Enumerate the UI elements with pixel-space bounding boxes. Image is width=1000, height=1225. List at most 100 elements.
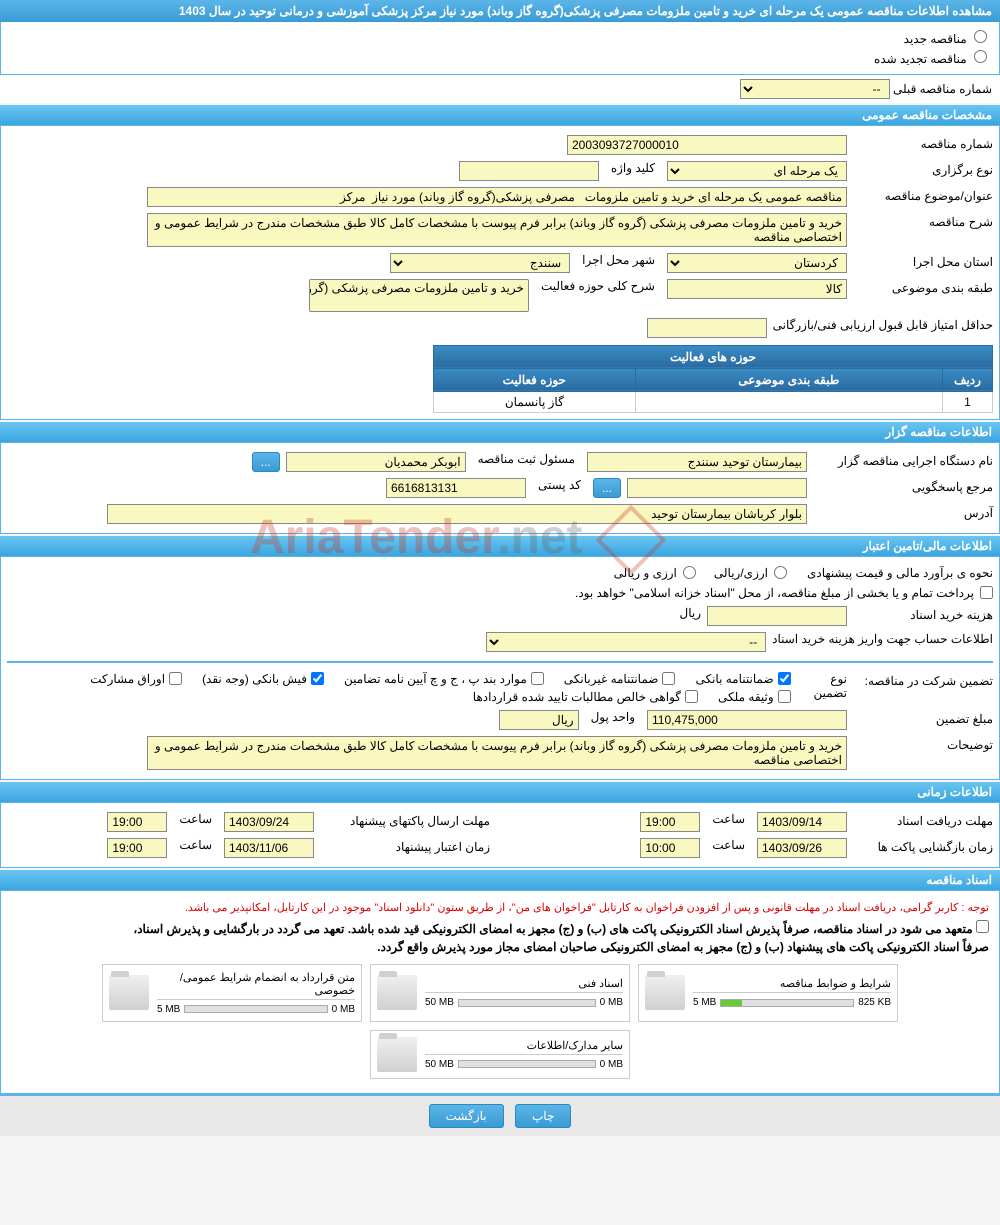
officer-label: مسئول ثبت مناقصه bbox=[478, 452, 575, 466]
method-radio1[interactable] bbox=[774, 566, 787, 579]
city-label: شهر محل اجرا bbox=[582, 253, 655, 267]
treasury-note: پرداخت تمام و یا بخشی از مبلغ مناقصه، از… bbox=[575, 586, 974, 600]
tender-type-radio-block: مناقصه جدید مناقصه تجدید شده bbox=[0, 22, 1000, 75]
folder-icon bbox=[377, 1037, 417, 1072]
receive-docs-label: مهلت دریافت اسناد bbox=[853, 812, 993, 828]
cb-bonds-label: اوراق مشارکت bbox=[90, 672, 165, 686]
cb-receivables[interactable] bbox=[685, 690, 698, 703]
subject-label: عنوان/موضوع مناقصه bbox=[853, 187, 993, 203]
financial-block: نحوه ی برآورد مالی و قیمت پیشنهادی ارزی/… bbox=[0, 556, 1000, 780]
officer-more-button[interactable]: ... bbox=[252, 452, 280, 472]
opening-time[interactable] bbox=[640, 838, 700, 858]
row-n: 1 bbox=[943, 391, 993, 412]
doc-total: 50 MB bbox=[425, 997, 454, 1008]
keyword-input[interactable] bbox=[459, 161, 599, 181]
activity-scope-select[interactable]: خرید و تامین ملزومات مصرفی پزشکی (گروه گ… bbox=[309, 279, 529, 312]
guarantee-amount-input[interactable] bbox=[647, 710, 847, 730]
cb-bylaw[interactable] bbox=[531, 672, 544, 685]
renewed-tender-label: مناقصه تجدید شده bbox=[874, 52, 967, 66]
contact-more-button[interactable]: ... bbox=[593, 478, 621, 498]
cb-property[interactable] bbox=[778, 690, 791, 703]
desc-textarea[interactable]: خرید و تامین ملزومات مصرفی پزشکی (گروه گ… bbox=[147, 213, 847, 247]
opening-label: زمان بازگشایی پاکت ها bbox=[853, 838, 993, 854]
cb-bank-guarantee-label: ضمانتنامه بانکی bbox=[695, 672, 773, 686]
type-select[interactable]: یک مرحله ای bbox=[667, 161, 847, 181]
contact-input[interactable] bbox=[627, 478, 807, 498]
cb-nonbank-guarantee[interactable] bbox=[662, 672, 675, 685]
receive-docs-time[interactable] bbox=[640, 812, 700, 832]
doc-used: 0 MB bbox=[600, 1059, 623, 1070]
doc-cost-input[interactable] bbox=[707, 606, 847, 626]
notes-label: توضیحات bbox=[853, 736, 993, 752]
officer-input[interactable] bbox=[286, 452, 466, 472]
tender-number-label: شماره مناقصه bbox=[853, 135, 993, 151]
cb-bylaw-label: موارد بند پ ، ج و چ آیین نامه تضامین bbox=[344, 672, 527, 686]
doc-card-title: سایر مدارک/اطلاعات bbox=[425, 1039, 623, 1055]
time-label-3: ساعت bbox=[179, 812, 212, 826]
account-info-select[interactable]: -- bbox=[486, 632, 766, 652]
section-documents: اسناد مناقصه bbox=[0, 870, 1000, 890]
method-opt2: ارزی و ریالی bbox=[614, 566, 677, 580]
rial-label: ریال bbox=[679, 606, 701, 620]
notice-red: توجه : کاربر گرامی، دریافت اسناد در مهلت… bbox=[7, 897, 993, 918]
account-info-label: اطلاعات حساب جهت واریز هزینه خرید اسناد bbox=[772, 632, 993, 646]
col-category: طبقه بندی موضوعی bbox=[635, 368, 942, 391]
organizer-block: نام دستگاه اجرایی مناقصه گزار مسئول ثبت … bbox=[0, 442, 1000, 534]
doc-total: 5 MB bbox=[693, 997, 716, 1008]
notice2: صرفاً اسناد الکترونیکی پاکت های پیشنهاد … bbox=[7, 938, 993, 956]
notes-textarea[interactable]: خرید و تامین ملزومات مصرفی پزشکی (گروه گ… bbox=[147, 736, 847, 770]
province-select[interactable]: کردستان bbox=[667, 253, 847, 273]
min-score-input[interactable] bbox=[647, 318, 767, 338]
province-label: استان محل اجرا bbox=[853, 253, 993, 269]
min-score-label: حداقل امتیاز قابل قبول ارزیابی فنی/بازرگ… bbox=[773, 318, 993, 332]
city-select[interactable]: سنندج bbox=[390, 253, 570, 273]
col-scope: حوزه فعالیت bbox=[434, 368, 636, 391]
section-financial: اطلاعات مالی/تامین اعتبار bbox=[0, 536, 1000, 556]
method-radio2[interactable] bbox=[683, 566, 696, 579]
commitment-checkbox[interactable] bbox=[976, 920, 989, 933]
cb-bonds[interactable] bbox=[169, 672, 182, 685]
doc-used: 0 MB bbox=[600, 997, 623, 1008]
doc-progress-bar bbox=[458, 1060, 596, 1068]
doc-used: 825 KB bbox=[858, 997, 891, 1008]
doc-card[interactable]: شرایط و ضوابط مناقصه 5 MB 825 KB bbox=[638, 964, 898, 1022]
address-label: آدرس bbox=[813, 504, 993, 520]
currency-unit-input[interactable] bbox=[499, 710, 579, 730]
type-label: نوع برگزاری bbox=[853, 161, 993, 177]
footer-buttons: چاپ بازگشت bbox=[0, 1094, 1000, 1136]
prev-number-select[interactable]: -- bbox=[740, 79, 890, 99]
currency-unit-label: واحد پول bbox=[591, 710, 635, 724]
doc-card[interactable]: اسناد فنی 50 MB 0 MB bbox=[370, 964, 630, 1022]
back-button[interactable]: بازگشت bbox=[429, 1104, 504, 1128]
validity-time[interactable] bbox=[107, 838, 167, 858]
subject-input[interactable] bbox=[147, 187, 847, 207]
postal-input[interactable] bbox=[386, 478, 526, 498]
validity-date[interactable] bbox=[224, 838, 314, 858]
tender-number-input[interactable] bbox=[567, 135, 847, 155]
doc-total: 5 MB bbox=[157, 1004, 180, 1015]
print-button[interactable]: چاپ bbox=[515, 1104, 571, 1128]
submit-time[interactable] bbox=[107, 812, 167, 832]
treasury-checkbox[interactable] bbox=[980, 586, 993, 599]
renewed-tender-radio[interactable] bbox=[974, 50, 987, 63]
address-input[interactable] bbox=[107, 504, 807, 524]
prev-number-label: شماره مناقصه قبلی bbox=[893, 80, 992, 96]
opening-date[interactable] bbox=[757, 838, 847, 858]
agency-input[interactable] bbox=[587, 452, 807, 472]
new-tender-radio[interactable] bbox=[974, 30, 987, 43]
cb-bank-receipt[interactable] bbox=[311, 672, 324, 685]
submit-date[interactable] bbox=[224, 812, 314, 832]
desc-label: شرح مناقصه bbox=[853, 213, 993, 229]
row-category bbox=[635, 391, 942, 412]
doc-card[interactable]: متن قرارداد به انضمام شرایط عمومی/خصوصی … bbox=[102, 964, 362, 1022]
category-input[interactable] bbox=[667, 279, 847, 299]
category-label: طبقه بندی موضوعی bbox=[853, 279, 993, 295]
doc-card-title: شرایط و ضوابط مناقصه bbox=[693, 977, 891, 993]
folder-icon bbox=[377, 975, 417, 1010]
doc-card[interactable]: سایر مدارک/اطلاعات 50 MB 0 MB bbox=[370, 1030, 630, 1079]
postal-label: کد پستی bbox=[538, 478, 581, 492]
timing-block: مهلت دریافت اسناد ساعت زمان بازگشایی پاک… bbox=[0, 802, 1000, 868]
cb-bank-guarantee[interactable] bbox=[778, 672, 791, 685]
time-label-4: ساعت bbox=[179, 838, 212, 852]
receive-docs-date[interactable] bbox=[757, 812, 847, 832]
